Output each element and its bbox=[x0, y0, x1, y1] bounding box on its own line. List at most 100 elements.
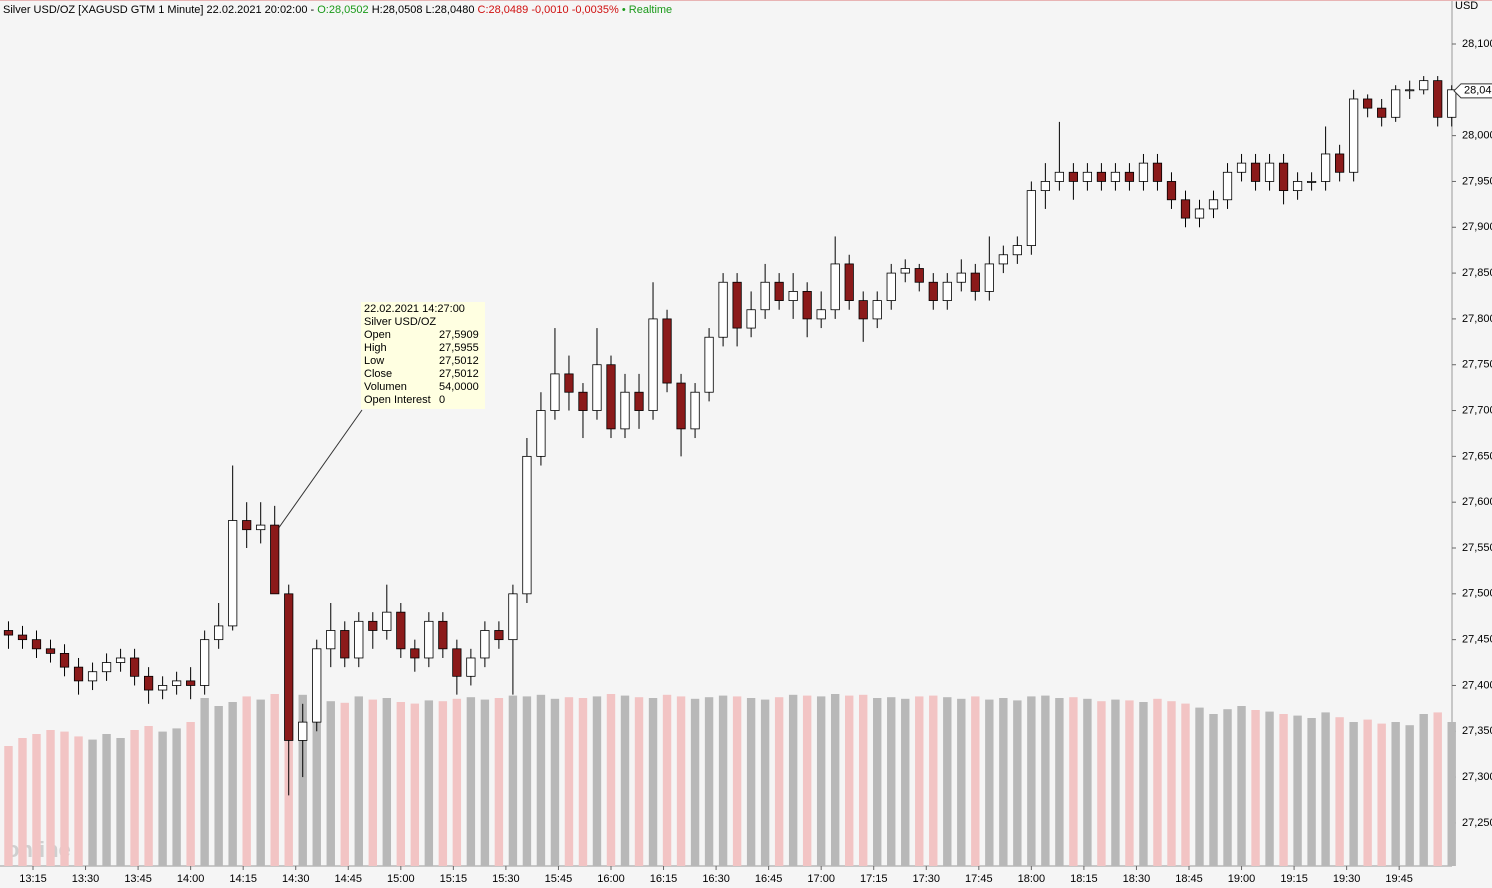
volume-bar bbox=[592, 696, 602, 866]
candle-body bbox=[158, 685, 168, 691]
candle-body bbox=[606, 364, 616, 430]
tooltip-row: Silver USD/OZ bbox=[364, 316, 485, 329]
candle-body bbox=[970, 272, 980, 292]
candle-body bbox=[536, 410, 546, 457]
candle-body bbox=[1082, 171, 1093, 182]
candle-body bbox=[718, 281, 728, 338]
volume-bar bbox=[130, 730, 139, 866]
candle-body bbox=[1250, 162, 1261, 182]
volume-bar bbox=[844, 695, 854, 866]
volume-bar bbox=[1419, 714, 1428, 866]
candle-body bbox=[942, 281, 952, 301]
candle-body bbox=[129, 657, 140, 677]
candle-body bbox=[410, 648, 420, 659]
candle-body bbox=[550, 373, 560, 411]
volume-bar bbox=[396, 702, 406, 866]
volume-bar bbox=[802, 695, 812, 866]
y-tick-label: 27,600 bbox=[1462, 496, 1492, 508]
tooltip-key: Open Interest bbox=[364, 394, 431, 406]
x-tick-label: 15:00 bbox=[387, 873, 415, 885]
candle-body bbox=[886, 272, 896, 301]
volume-bar bbox=[564, 697, 574, 866]
symbol: Silver USD/OZ [XAGUSD GTM 1 Minute] 22.0… bbox=[3, 4, 315, 16]
volume-bar bbox=[718, 695, 728, 866]
tooltip-row: 22.02.2021 14:27:00 bbox=[364, 303, 485, 316]
volume-bar bbox=[172, 728, 181, 866]
candle-body bbox=[1236, 162, 1247, 173]
candle-body bbox=[1363, 98, 1373, 109]
candle-body bbox=[998, 254, 1008, 265]
x-tick-label: 16:15 bbox=[650, 873, 678, 885]
volume-bar bbox=[1391, 722, 1400, 866]
volume-bar bbox=[662, 694, 672, 866]
candle-body bbox=[284, 593, 294, 741]
candle-body bbox=[1012, 245, 1022, 256]
candle-body bbox=[564, 373, 574, 393]
volume-bar bbox=[1111, 699, 1120, 866]
volume-bar bbox=[830, 694, 840, 866]
close: C:28,0489 -0,0010 -0,0035% bbox=[477, 4, 619, 16]
candle-body bbox=[312, 648, 322, 723]
volume-bar bbox=[116, 738, 125, 866]
candle-body bbox=[844, 263, 854, 301]
x-tick-label: 19:15 bbox=[1280, 873, 1308, 885]
volume-bar bbox=[550, 698, 560, 866]
volume-bar bbox=[494, 698, 504, 866]
x-tick-label: 14:15 bbox=[229, 873, 257, 885]
volume-bar bbox=[648, 698, 658, 866]
open: O:28,0502 bbox=[317, 4, 369, 16]
x-tick-label: 13:45 bbox=[124, 873, 152, 885]
volume-bar bbox=[1153, 698, 1162, 866]
volume-bar bbox=[901, 698, 910, 866]
x-tick-label: 13:30 bbox=[72, 873, 100, 885]
candle-body bbox=[830, 263, 840, 311]
candle-body bbox=[3, 630, 14, 636]
candle-body bbox=[760, 281, 770, 311]
candle-body bbox=[1377, 107, 1387, 118]
volume-bar bbox=[466, 697, 476, 866]
candle-body bbox=[45, 648, 56, 654]
candle-body bbox=[256, 524, 266, 531]
y-tick-label: 27,850 bbox=[1462, 267, 1492, 279]
candle-body bbox=[1180, 199, 1191, 219]
candle-body bbox=[1138, 162, 1149, 182]
candle-body bbox=[522, 455, 532, 595]
tooltip-row: Close 27,5012 bbox=[364, 368, 485, 381]
y-tick-label: 27,950 bbox=[1462, 175, 1492, 187]
tooltip-row: Low 27,5012 bbox=[364, 355, 485, 368]
candle-body bbox=[1264, 162, 1275, 182]
tooltip-row: High 27,5955 bbox=[364, 342, 485, 355]
candle-body bbox=[143, 675, 154, 691]
candle-body bbox=[396, 611, 406, 650]
candle-body bbox=[1040, 181, 1050, 192]
volume-bar bbox=[1027, 696, 1036, 866]
volume-bar bbox=[368, 699, 377, 866]
candle-body bbox=[984, 263, 994, 292]
tooltip-row: Open 27,5909 bbox=[364, 329, 485, 342]
volume-bar bbox=[32, 734, 41, 866]
volume-bar bbox=[312, 698, 321, 866]
x-tick-label: 18:15 bbox=[1070, 873, 1098, 885]
y-tick-label: 27,350 bbox=[1462, 725, 1492, 737]
candle-body bbox=[620, 391, 630, 430]
x-tick-label: 18:30 bbox=[1123, 873, 1151, 885]
volume-bar bbox=[606, 694, 616, 866]
volume-bar bbox=[1279, 714, 1288, 866]
tooltip-key: Silver USD/OZ bbox=[364, 316, 437, 328]
x-tick-label: 17:15 bbox=[860, 873, 888, 885]
candle-body bbox=[1433, 80, 1443, 118]
candle-body bbox=[1278, 162, 1289, 192]
candle-body bbox=[270, 524, 280, 595]
volume-bar bbox=[1251, 710, 1260, 866]
candle-body bbox=[1096, 171, 1107, 182]
candle-body bbox=[1124, 171, 1135, 182]
candle-body bbox=[242, 520, 252, 531]
candle-body bbox=[354, 620, 364, 659]
candle-body bbox=[1349, 98, 1359, 173]
volume-bar bbox=[1069, 697, 1078, 866]
volume-bar bbox=[326, 701, 335, 866]
volume-bar bbox=[1097, 701, 1106, 866]
candle-body bbox=[17, 634, 28, 641]
